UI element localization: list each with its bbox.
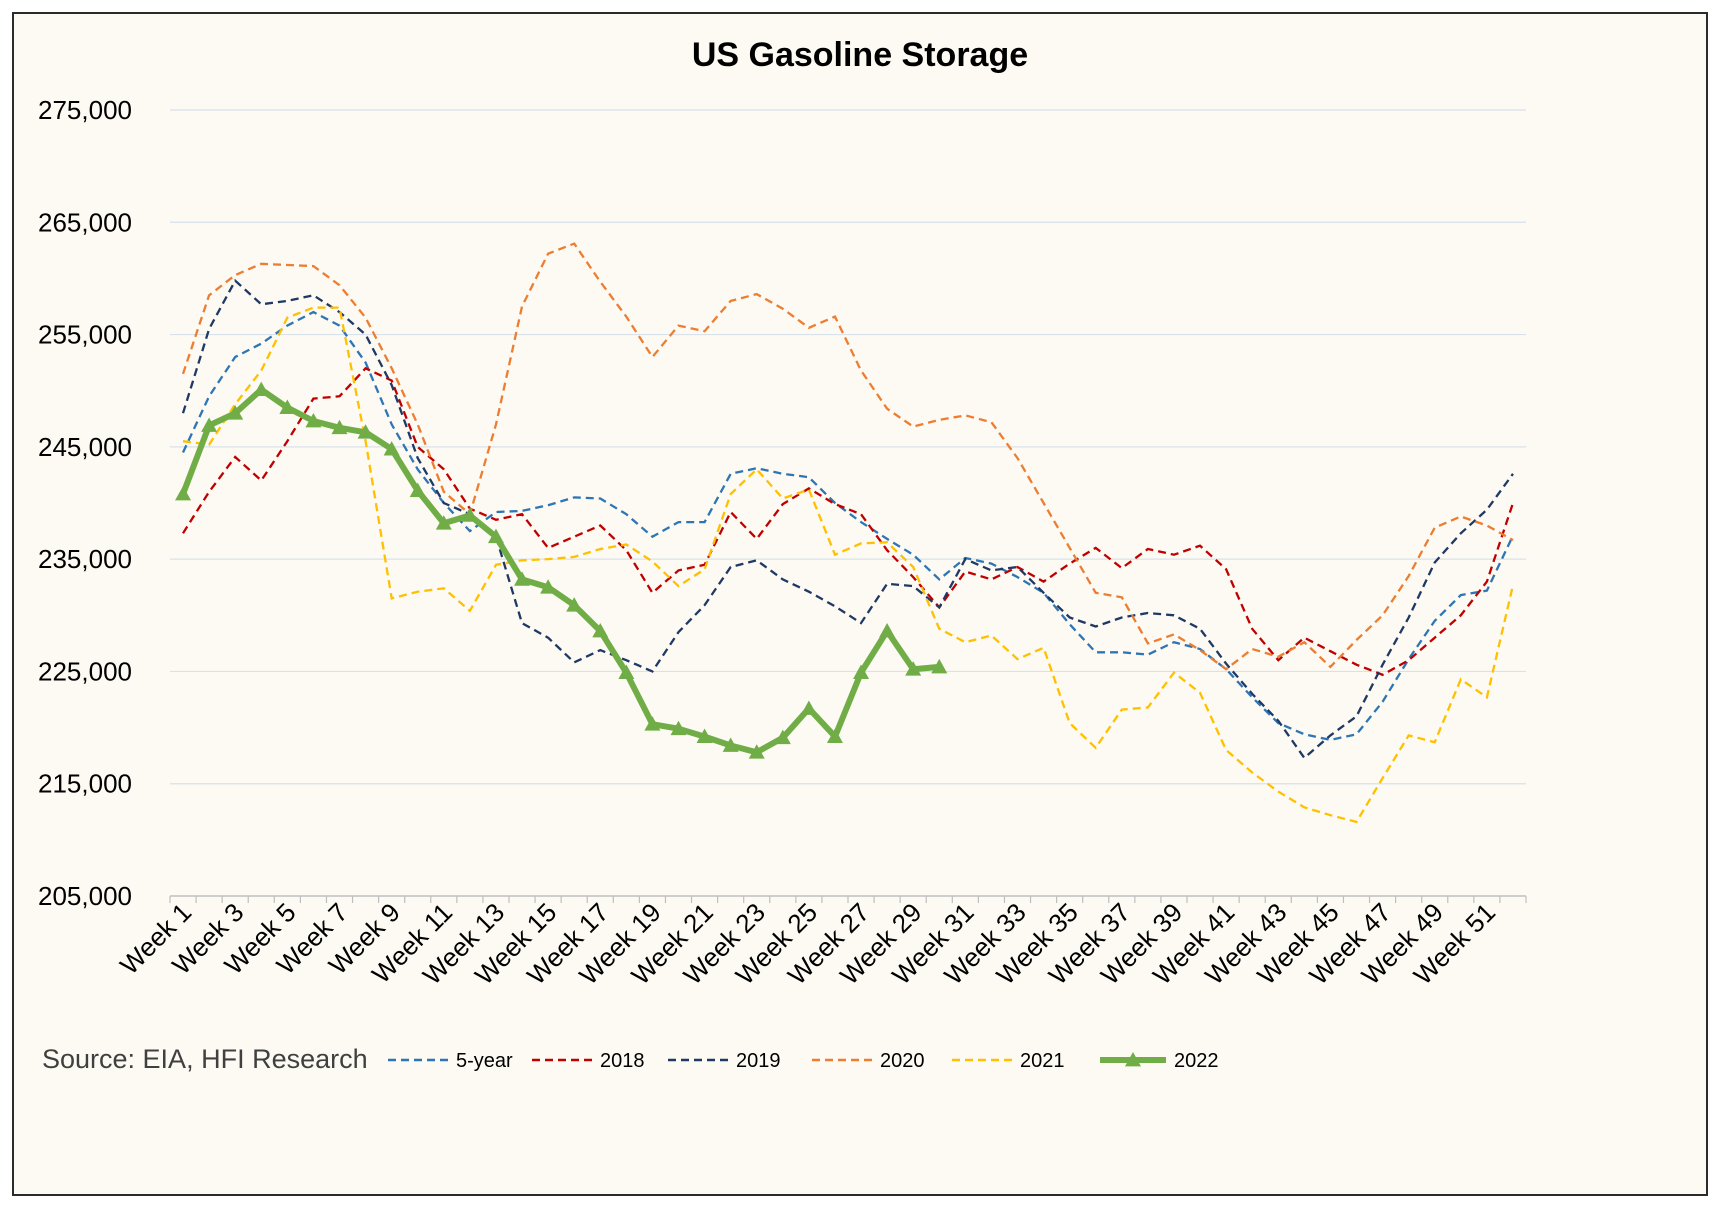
series-marker-2022 xyxy=(201,417,218,432)
legend-label-2019: 2019 xyxy=(736,1050,781,1072)
series-marker-2022 xyxy=(331,419,348,435)
chart-background xyxy=(14,14,1706,1194)
series-line-2020 xyxy=(181,242,1514,671)
series-marker-2022 xyxy=(227,405,244,420)
y-tick-label: 275,000 xyxy=(38,95,132,125)
gridlines xyxy=(170,109,1526,785)
y-tick-label: 235,000 xyxy=(38,544,132,574)
y-tick-label: 255,000 xyxy=(38,320,132,350)
legend-label-2022: 2022 xyxy=(1174,1050,1219,1072)
series-line-2021 xyxy=(182,306,1515,824)
series-marker-2022 xyxy=(618,664,635,679)
series-marker-2022 xyxy=(644,716,661,731)
y-tick-label: 205,000 xyxy=(38,881,132,911)
line-chart: US Gasoline Storage 205,000 215,000 225,00… xyxy=(14,14,1706,1194)
legend-label-2021: 2021 xyxy=(1020,1050,1065,1072)
series-lines xyxy=(175,242,1515,824)
series-marker-2022 xyxy=(305,413,322,428)
x-axis-tickmarks xyxy=(169,896,1527,903)
series-marker-2022 xyxy=(175,486,192,501)
y-tick-label: 215,000 xyxy=(38,769,132,799)
legend: 5-year 2018 2019 2020 2021 2022 xyxy=(388,1050,1219,1072)
y-tick-label: 265,000 xyxy=(38,207,132,237)
series-marker-2022 xyxy=(931,658,948,674)
y-axis-ticks: 205,000 215,000 225,000 235,000 245,000 255,0… xyxy=(38,95,132,911)
series-marker-2022 xyxy=(566,597,583,612)
chart-frame: US Gasoline Storage 205,000 215,000 225,00… xyxy=(12,12,1708,1196)
series-marker-2022 xyxy=(774,729,791,745)
series-marker-2022 xyxy=(514,571,531,586)
series-marker-2022 xyxy=(670,720,687,736)
legend-label-5-year: 5-year xyxy=(456,1050,513,1072)
y-tick-label: 245,000 xyxy=(38,432,132,462)
legend-label-2020: 2020 xyxy=(880,1050,925,1072)
series-marker-2022 xyxy=(461,507,478,522)
series-marker-2022 xyxy=(409,482,426,498)
series-line-2019 xyxy=(181,278,1514,760)
series-marker-2022 xyxy=(540,579,557,594)
series-marker-2022 xyxy=(592,623,609,638)
source-note: Source: EIA, HFI Research xyxy=(42,1044,368,1074)
series-marker-2022 xyxy=(383,441,400,456)
series-marker-2022 xyxy=(800,700,817,715)
chart-title: US Gasoline Storage xyxy=(692,36,1028,74)
series-marker-2022 xyxy=(357,424,374,439)
series-marker-2022 xyxy=(879,623,896,638)
series-marker-2022 xyxy=(905,661,922,676)
y-tick-label: 225,000 xyxy=(38,656,132,686)
legend-marker-2022 xyxy=(1125,1052,1141,1067)
series-marker-2022 xyxy=(696,728,713,743)
series-marker-2022 xyxy=(487,528,504,544)
series-line-5-year xyxy=(181,310,1515,742)
series-marker-2022 xyxy=(279,399,296,414)
legend-label-2018: 2018 xyxy=(600,1050,645,1072)
series-marker-2022 xyxy=(435,515,452,530)
series-marker-2022 xyxy=(853,664,870,679)
series-marker-2022 xyxy=(722,737,739,752)
series-marker-2022 xyxy=(826,728,843,743)
series-marker-2022 xyxy=(253,381,270,396)
series-marker-2022 xyxy=(748,744,765,759)
